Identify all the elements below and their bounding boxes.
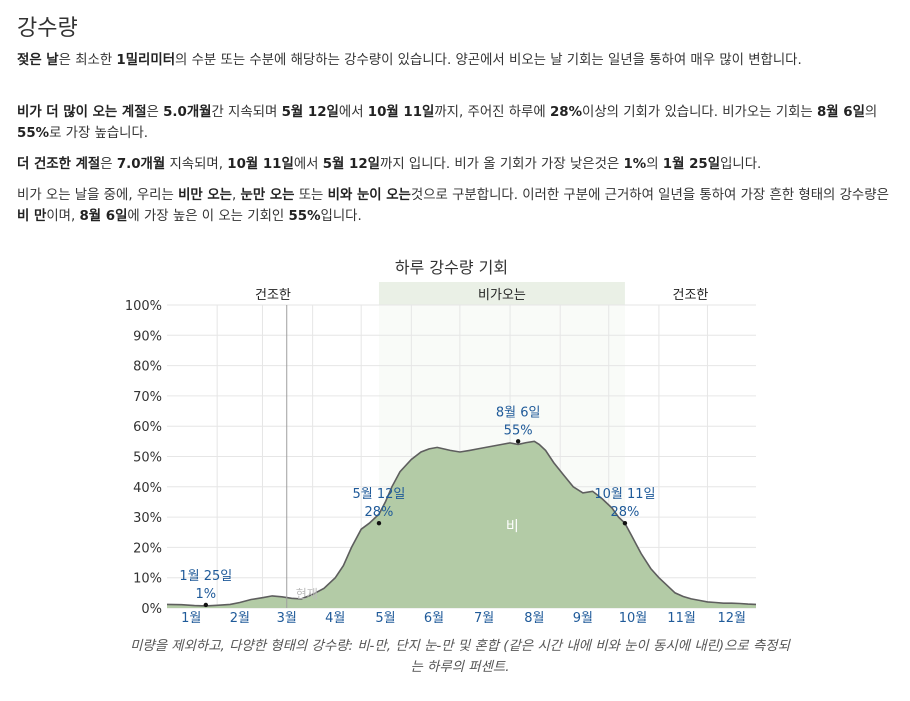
y-tick-label: 80%	[133, 360, 162, 375]
y-tick-label: 40%	[133, 481, 162, 496]
x-tick-label: 9월	[573, 611, 593, 626]
emphasis-text: 비가 더 많이 오는 계절	[17, 105, 147, 120]
chart-title: 하루 강수량 기회	[395, 258, 508, 277]
body-text: 것으로 구분합니다. 이러한 구분에 근거하여 일년을 통하여 가장 흔한 형태…	[410, 188, 889, 203]
emphasis-text: 55%	[288, 209, 321, 224]
emphasis-text: 1%	[623, 157, 647, 172]
season-label: 건조한	[673, 288, 709, 303]
emphasis-text: 1월 25일	[662, 157, 721, 172]
body-text: 의	[646, 157, 663, 172]
emphasis-text: 5월 12일	[322, 157, 380, 172]
emphasis-text: 55%	[17, 126, 50, 141]
body-text: 은	[146, 105, 164, 120]
x-tick-label: 11월	[667, 611, 696, 626]
y-tick-label: 100%	[125, 299, 162, 314]
emphasis-text: 28%	[549, 105, 583, 120]
annotation-value: 55%	[504, 423, 533, 438]
body-text: 입니다.	[320, 209, 362, 224]
x-tick-label: 1월	[181, 611, 201, 626]
emphasis-text: 1밀리미터	[116, 53, 176, 68]
precipitation-chart-svg: 하루 강수량 기회 건조한 비가오는 건조한 비 현재 0% 10% 20% 30% 40%…	[125, 258, 757, 626]
y-tick-label: 70%	[133, 390, 162, 405]
axis-labels: 0% 10% 20% 30% 40% 50% 60% 70% 80% 90% 100% 1월 2월 3월 4…	[125, 299, 746, 626]
today-marker-layer: 현재	[286, 305, 318, 608]
annotations: 1월 25일 1% 5월 12일 28% 8월 6일 55% 10월 11일 28%	[179, 405, 656, 608]
chart-caption: 미량을 제외하고, 다양한 형태의 강수량: 비-만, 단지 눈-만 및 혼합 …	[130, 639, 790, 675]
body-text: 에서	[338, 105, 368, 120]
x-tick-label: 8월	[524, 611, 544, 626]
emphasis-text: 비 만	[17, 209, 47, 224]
annotation-point	[203, 602, 209, 608]
body-text: ,	[232, 188, 241, 203]
emphasis-text: 비와 눈이 오는	[327, 188, 411, 203]
body-text: 의	[864, 105, 878, 120]
emphasis-text: 더 건조한 계절	[17, 157, 101, 172]
y-tick-label: 10%	[133, 572, 162, 587]
body-text: 간 지속되며	[211, 105, 282, 120]
annotation-value: 1%	[196, 587, 217, 602]
annotation-date: 8월 6일	[496, 405, 541, 420]
page-title: 강수량	[17, 16, 78, 41]
body-text: 이상의 기회가 있습니다. 비가오는 기회는	[582, 105, 817, 120]
x-tick-label: 3월	[277, 611, 297, 626]
body-text: 까지 입니다. 비가 올 기회가 가장 낮은것은	[380, 157, 624, 172]
paragraph-precip-types: 비가 오는 날을 중에, 우리는 비만 오는, 눈만 오는 또는 비와 눈이 오…	[17, 185, 897, 227]
x-tick-label: 5월	[375, 611, 395, 626]
annotation-value: 28%	[610, 505, 639, 520]
y-tick-label: 20%	[133, 541, 162, 556]
body-text: 의 수분 또는 수분에 해당하는 강수량이 있습니다. 양곤에서 비오는 날 기…	[175, 53, 802, 68]
x-tick-label: 12월	[717, 611, 746, 626]
body-text: 까지, 주어진 하루에	[434, 105, 550, 120]
annotation-point	[515, 439, 521, 444]
y-tick-label: 30%	[133, 511, 162, 526]
body-text: 에 가장 높은 이 오는 기회인	[127, 209, 289, 224]
annotation-date: 1월 25일	[179, 569, 232, 584]
rain-line	[166, 440, 757, 607]
emphasis-text: 10월 11일	[367, 105, 435, 120]
emphasis-text: 8월 6일	[816, 105, 865, 120]
body-text: 또는	[294, 188, 328, 203]
emphasis-text: 8월 6일	[79, 209, 128, 224]
paragraph-dry-season: 더 건조한 계절은 7.0개월 지속되며, 10월 11일에서 5월 12일까지…	[17, 154, 897, 175]
body-text: 지속되며,	[165, 157, 228, 172]
x-tick-label: 4월	[325, 611, 345, 626]
paragraph-wet-days: 젖은 날은 최소한 1밀리미터의 수분 또는 수분에 해당하는 강수량이 있습니…	[17, 50, 897, 71]
emphasis-text: 10월 11일	[227, 157, 294, 172]
y-tick-label: 50%	[133, 451, 162, 466]
annotation-date: 10월 11일	[594, 487, 655, 502]
body-text: 로 가장 높습니다.	[49, 126, 149, 141]
annotation-date: 5월 12일	[353, 487, 406, 502]
annotation-value: 28%	[365, 505, 394, 520]
emphasis-text: 비만 오는	[178, 188, 233, 203]
body-text: 은	[100, 157, 117, 172]
season-label: 건조한	[255, 288, 291, 303]
emphasis-text: 젖은 날	[17, 53, 59, 68]
x-tick-label: 6월	[424, 611, 444, 626]
body-text: 에서	[293, 157, 323, 172]
x-tick-label: 10월	[619, 611, 648, 626]
rain-area	[167, 441, 756, 608]
today-label: 현재	[296, 587, 318, 601]
precipitation-chart: 하루 강수량 기회 건조한 비가오는 건조한 비 현재 0% 10% 20% 30% 40%…	[0, 248, 910, 648]
body-text: 입니다.	[720, 157, 762, 172]
emphasis-text: 눈만 오는	[240, 188, 295, 203]
season-label: 비가오는	[478, 288, 526, 303]
x-tick-label: 2월	[230, 611, 250, 626]
wet-season-band	[378, 282, 625, 305]
body-text: 비가 오는 날을 중에, 우리는	[17, 188, 179, 203]
emphasis-text: 5.0개월	[163, 105, 212, 120]
y-tick-label: 60%	[133, 420, 162, 435]
x-tick-label: 7월	[474, 611, 494, 626]
series-label-rain: 비	[506, 519, 519, 535]
body-text: 은 최소한	[58, 53, 117, 68]
paragraph-wet-season: 비가 더 많이 오는 계절은 5.0개월간 지속되며 5월 12일에서 10월 …	[17, 102, 897, 144]
emphasis-text: 5월 12일	[281, 105, 339, 120]
body-text: 이며,	[46, 209, 80, 224]
annotation-point	[376, 520, 382, 526]
emphasis-text: 7.0개월	[116, 157, 166, 172]
annotation-point	[622, 520, 628, 526]
data-area-layer: 비	[166, 440, 757, 608]
y-tick-label: 0%	[141, 602, 162, 617]
y-tick-label: 90%	[133, 329, 162, 344]
